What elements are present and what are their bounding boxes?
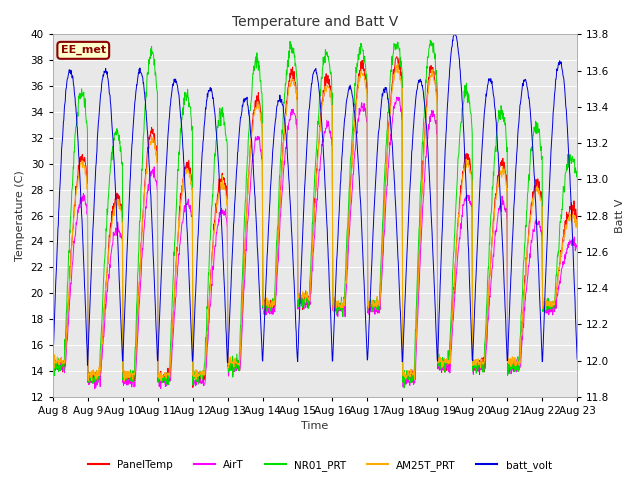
AM25T_PRT xyxy=(120,378,128,384)
AirT xyxy=(573,246,581,252)
NR01_PRT xyxy=(512,364,520,370)
NR01_PRT xyxy=(573,171,581,177)
AirT xyxy=(397,108,404,114)
NR01_PRT xyxy=(426,37,434,43)
PanelTemp xyxy=(225,362,232,368)
AirT xyxy=(225,373,232,379)
AirT xyxy=(49,372,57,378)
AirT xyxy=(153,184,161,190)
NR01_PRT xyxy=(153,85,161,91)
PanelTemp xyxy=(153,149,161,155)
Text: EE_met: EE_met xyxy=(61,45,106,56)
PanelTemp xyxy=(465,162,473,168)
Line: batt_volt: batt_volt xyxy=(53,34,577,365)
Line: PanelTemp: PanelTemp xyxy=(53,57,577,387)
AM25T_PRT xyxy=(49,360,57,366)
AM25T_PRT xyxy=(166,373,173,379)
NR01_PRT xyxy=(396,56,404,61)
AM25T_PRT xyxy=(397,75,404,81)
AirT xyxy=(512,365,520,371)
AM25T_PRT xyxy=(225,365,232,371)
Line: NR01_PRT: NR01_PRT xyxy=(53,40,577,388)
AM25T_PRT xyxy=(512,358,520,364)
Line: AirT: AirT xyxy=(53,97,577,389)
batt_volt xyxy=(397,309,404,315)
batt_volt xyxy=(512,170,520,176)
AirT xyxy=(393,94,401,100)
Legend: PanelTemp, AirT, NR01_PRT, AM25T_PRT, batt_volt: PanelTemp, AirT, NR01_PRT, AM25T_PRT, ba… xyxy=(84,456,556,475)
AM25T_PRT xyxy=(465,167,473,172)
batt_volt xyxy=(573,356,581,362)
Y-axis label: Temperature (C): Temperature (C) xyxy=(15,170,25,261)
X-axis label: Time: Time xyxy=(301,421,328,432)
PanelTemp xyxy=(512,367,520,373)
PanelTemp xyxy=(49,356,57,362)
PanelTemp xyxy=(393,54,401,60)
PanelTemp xyxy=(189,384,196,390)
NR01_PRT xyxy=(49,353,57,359)
batt_volt xyxy=(166,109,173,115)
batt_volt xyxy=(451,31,459,37)
batt_volt xyxy=(465,273,473,279)
AM25T_PRT xyxy=(394,61,402,67)
AirT xyxy=(465,193,473,199)
AM25T_PRT xyxy=(573,223,581,228)
PanelTemp xyxy=(166,372,173,378)
Line: AM25T_PRT: AM25T_PRT xyxy=(53,64,577,381)
AM25T_PRT xyxy=(153,161,161,167)
PanelTemp xyxy=(573,219,581,225)
PanelTemp xyxy=(397,73,404,79)
batt_volt xyxy=(153,347,161,353)
batt_volt xyxy=(84,362,92,368)
Y-axis label: Batt V: Batt V xyxy=(615,198,625,233)
NR01_PRT xyxy=(465,100,473,106)
NR01_PRT xyxy=(166,373,173,379)
NR01_PRT xyxy=(224,362,232,368)
Title: Temperature and Batt V: Temperature and Batt V xyxy=(232,15,398,29)
AirT xyxy=(166,378,173,384)
batt_volt xyxy=(225,342,232,348)
AirT xyxy=(91,386,99,392)
NR01_PRT xyxy=(400,385,408,391)
batt_volt xyxy=(49,357,57,362)
